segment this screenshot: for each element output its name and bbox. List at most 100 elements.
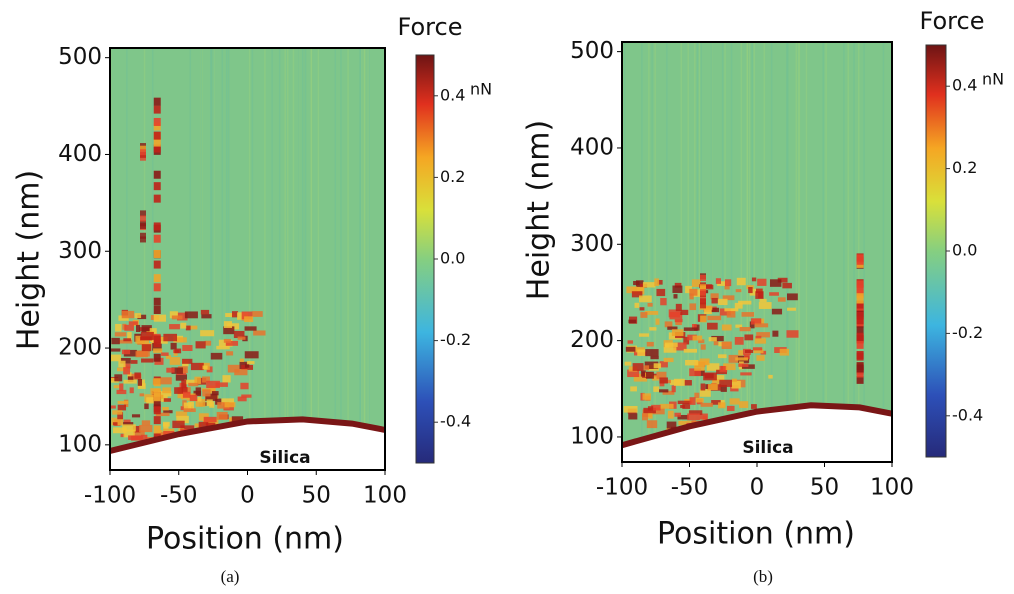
heatmap-cell [113,385,120,389]
heatmap-stripe [651,42,653,462]
heatmap-stripe [853,42,855,462]
heatmap-cell [632,286,645,295]
heatmap-cell [739,327,751,332]
heatmap-cell [644,361,659,370]
heatmap-cell [153,393,161,402]
heatmap-cell [754,323,769,328]
heatmap-cell [678,420,692,426]
heatmap-cell [674,282,682,288]
heatmap-cell [169,311,178,319]
heatmap-cell [738,300,752,305]
heatmap-cell [628,413,638,420]
silica-edge [622,402,892,449]
heatmap-cell [146,397,158,404]
heatmap-cell [664,342,678,347]
heatmap-cell [121,349,131,355]
heatmap-cell [153,131,161,140]
colorbar-tick-label: -0.4 [952,405,983,424]
heatmap-cell [677,414,689,420]
heatmap-cell [135,324,141,332]
heatmap-background [110,48,385,470]
heatmap-cell [176,337,187,343]
heatmap-cell [187,325,198,330]
heatmap-cell [700,285,706,292]
heatmap-stripe [310,48,313,470]
heatmap-cell [856,254,864,263]
heatmap-cell [647,302,653,307]
heatmap-cell [153,222,161,231]
heatmap-cell [738,350,744,356]
heatmap-stripe [786,42,788,462]
heatmap-cell [685,359,699,366]
heatmap-cell [119,383,124,391]
heatmap-cell [225,340,239,346]
heatmap-cell [782,282,792,289]
heatmap-cell [223,338,231,343]
heatmap-stripe [264,48,266,470]
heatmap-cell [673,294,678,299]
heatmap-stripe [221,48,224,470]
heatmap-cell [754,338,767,344]
heatmap-cell [172,420,185,429]
heatmap-cell [227,323,240,330]
heatmap-cell [642,409,652,418]
heatmap-cell [141,434,148,441]
x-tick-label: 100 [870,475,914,501]
heatmap-cell [123,429,135,438]
heatmap-cell [856,340,864,349]
heatmap-cell [131,414,141,418]
heatmap-cell [252,311,263,317]
heatmap-cell [674,319,683,323]
annotation: Silica [742,438,793,458]
heatmap-cell [153,314,167,322]
heatmap-stripe [225,48,228,470]
heatmap-cell [755,291,764,299]
heatmap-cell [691,324,697,330]
heatmap-stripe [363,48,366,470]
heatmap-stripe [721,42,724,462]
heatmap-cell [683,327,698,331]
y-tick-label: 300 [570,231,614,257]
heatmap-cell [663,357,674,363]
heatmap-cell [153,335,161,344]
heatmap-cell [723,363,736,371]
heatmap-cell [221,398,235,406]
heatmap-cell [744,334,754,341]
heatmap-cell [112,422,118,426]
y-tick-label: 200 [58,335,102,361]
heatmap-cell [200,309,210,315]
heatmap-cell [134,372,141,379]
heatmap-cell [123,349,137,357]
heatmap-cell [122,424,136,432]
heatmap-cell [719,379,733,387]
heatmap-cell [123,422,134,426]
heatmap-cell [627,340,634,344]
heatmap-cell [127,372,132,378]
heatmap-cell [153,260,161,269]
heatmap-cell [162,387,171,394]
heatmap-cell [140,232,146,239]
heatmap-cell [757,278,767,286]
heatmap-cell [759,298,767,303]
heatmap-stripe [200,48,203,470]
heatmap-cell [715,278,721,284]
heatmap-cell [625,346,636,352]
heatmap-cell [663,347,677,353]
x-tick-label: -100 [596,475,648,501]
heatmap-cell [253,330,266,336]
heatmap-cell [153,388,161,397]
heatmap-cell [241,311,253,320]
heatmap-cell [694,364,705,371]
heatmap-stripe [710,42,713,462]
heatmap-cell [638,333,650,337]
heatmap-cell [713,375,725,382]
heatmap-stripe [863,42,865,462]
heatmap-cell [208,385,216,394]
heatmap-stripe [797,42,800,462]
heatmap-cell [856,352,864,361]
panel: Silica -100 -50 0 50 100 100 200 300 400 500 Positi… [12,13,493,586]
heatmap-cell [735,289,742,293]
heatmap-cell [627,369,640,378]
heatmap-cell [726,405,735,412]
heatmap-cell [750,318,762,325]
